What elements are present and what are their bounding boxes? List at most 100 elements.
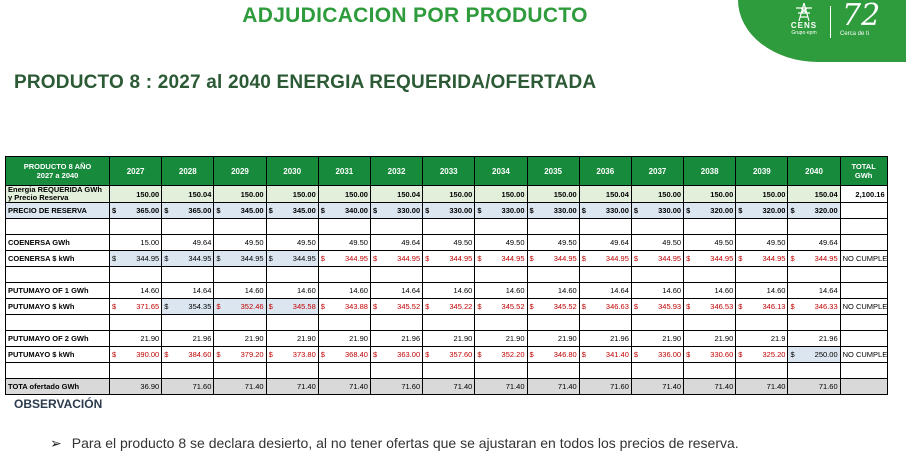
row-spacer: [5, 314, 888, 331]
currency-symbol: $: [268, 206, 273, 215]
price-value: 250.00: [814, 350, 838, 359]
value-cell: 49.50: [474, 234, 528, 251]
price-value: 344.95: [658, 254, 682, 263]
currency-symbol: $: [164, 206, 169, 215]
price-value: 379.20: [240, 350, 264, 359]
value-cell: 49.50: [422, 234, 476, 251]
price-cell: $320.00: [787, 202, 841, 219]
price-value: 344.95: [344, 254, 368, 263]
spacer-cell: [213, 314, 267, 331]
value-cell: 71.60: [578, 378, 632, 395]
page-title: ADJUDICACION POR PRODUCTO: [242, 4, 588, 27]
price-cell: $346.13: [735, 298, 789, 315]
header-year: 2035: [526, 156, 580, 186]
value-cell: 21.90: [630, 330, 685, 347]
value-cell: 150.00: [213, 185, 267, 203]
spacer-cell: [735, 218, 789, 235]
row-label-line1: Energia REQUERIDA GWh: [8, 185, 102, 194]
row-coenersa-kwh: COENERSA $ kWh $344.95 $344.95 $344.95 $344.…: [5, 250, 888, 267]
value-cell: 71.40: [317, 378, 371, 395]
row-label: PUTUMAYO $ kWh: [5, 346, 110, 363]
price-value: 344.95: [397, 254, 421, 263]
value-cell: 21.90: [265, 330, 319, 347]
value-cell: 15.00: [108, 234, 163, 251]
logo-anniversary: 72: [842, 0, 881, 33]
price-value: 373.80: [292, 350, 316, 359]
price-cell: $363.00: [369, 346, 424, 363]
value-cell: 71.40: [265, 378, 319, 395]
value-cell: 14.64: [578, 282, 632, 299]
value-cell: 150.04: [369, 185, 424, 203]
price-value: 354.35: [188, 302, 212, 311]
value-cell: 14.60: [108, 282, 163, 299]
currency-symbol: $: [112, 206, 117, 215]
currency-symbol: $: [164, 302, 169, 311]
spacer-cell: [787, 314, 841, 331]
value-cell: 14.60: [213, 282, 267, 299]
price-value: 330.00: [397, 206, 421, 215]
price-cell: $365.00: [161, 202, 215, 219]
price-cell: $368.40: [317, 346, 371, 363]
spacer-cell: [630, 362, 685, 379]
price-cell: $330.00: [526, 202, 580, 219]
value-cell: 71.40: [683, 378, 737, 395]
price-value: 341.40: [605, 350, 629, 359]
header-product-line1: PRODUCTO 8 AÑO: [23, 162, 92, 171]
price-cell: $352.46: [213, 298, 267, 315]
price-cell: $373.80: [265, 346, 319, 363]
price-value: 344.95: [240, 254, 264, 263]
value-cell: 14.64: [787, 282, 841, 299]
logo-divider: [830, 6, 831, 38]
value-cell: 14.60: [683, 282, 737, 299]
price-value: 344.95: [553, 254, 577, 263]
row-spacer: [5, 362, 888, 379]
price-cell: $250.00: [787, 346, 841, 363]
value-cell: 49.50: [213, 234, 267, 251]
value-cell: 21.90: [474, 330, 528, 347]
row-label: Energia REQUERIDA GWh y Precio Reserva: [5, 185, 110, 203]
price-cell: $344.95: [683, 250, 737, 267]
spacer-cell: [317, 218, 371, 235]
row-putumayo1-gwh: PUTUMAYO OF 1 GWh 14.60 14.64 14.60 14.60 14.…: [5, 282, 888, 299]
currency-symbol: $: [686, 350, 691, 359]
spacer-cell: [474, 314, 528, 331]
row-label: TOTA ofertado GWh: [5, 378, 110, 395]
price-value: 390.00: [136, 350, 160, 359]
spacer-cell: [161, 362, 215, 379]
value-cell: 71.60: [787, 378, 841, 395]
value-cell: 71.60: [161, 378, 215, 395]
value-cell: 150.00: [317, 185, 371, 203]
row-label-line2: y Precio Reserva: [8, 193, 69, 202]
observation-bullet: ➢ Para el producto 8 se declara desierto,…: [50, 435, 739, 452]
price-value: 346.13: [762, 302, 786, 311]
currency-symbol: $: [633, 206, 639, 215]
price-cell: $330.00: [578, 202, 632, 219]
value-cell: 14.64: [161, 282, 215, 299]
price-value: 344.95: [710, 254, 734, 263]
value-cell: 71.60: [369, 378, 424, 395]
header-product: PRODUCTO 8 AÑO 2027 a 2040: [5, 156, 110, 186]
price-cell: $344.95: [422, 250, 476, 267]
value-cell: 71.40: [735, 378, 789, 395]
spacer-cell: [839, 362, 888, 379]
value-cell: 71.40: [213, 378, 267, 395]
price-cell: $344.95: [161, 250, 215, 267]
price-value: 344.95: [188, 254, 212, 263]
header-total-line1: TOTAL: [851, 162, 876, 171]
spacer-cell: [108, 266, 163, 283]
header-year: 2029: [213, 156, 267, 186]
price-value: 320.00: [814, 206, 838, 215]
spacer-cell: [213, 218, 267, 235]
total-cell: [839, 234, 888, 251]
value-cell: 21.96: [161, 330, 215, 347]
observation-text: Para el producto 8 se declara desierto, …: [71, 435, 739, 451]
price-cell: $344.95: [265, 250, 319, 267]
header-total-line2: GWh: [854, 171, 873, 180]
value-cell: 14.64: [369, 282, 424, 299]
currency-symbol: $: [320, 254, 325, 263]
spacer-cell: [213, 362, 267, 379]
currency-symbol: $: [529, 206, 534, 215]
value-cell: 21.96: [787, 330, 841, 347]
spacer-cell: [683, 362, 737, 379]
spacer-cell: [683, 266, 737, 283]
